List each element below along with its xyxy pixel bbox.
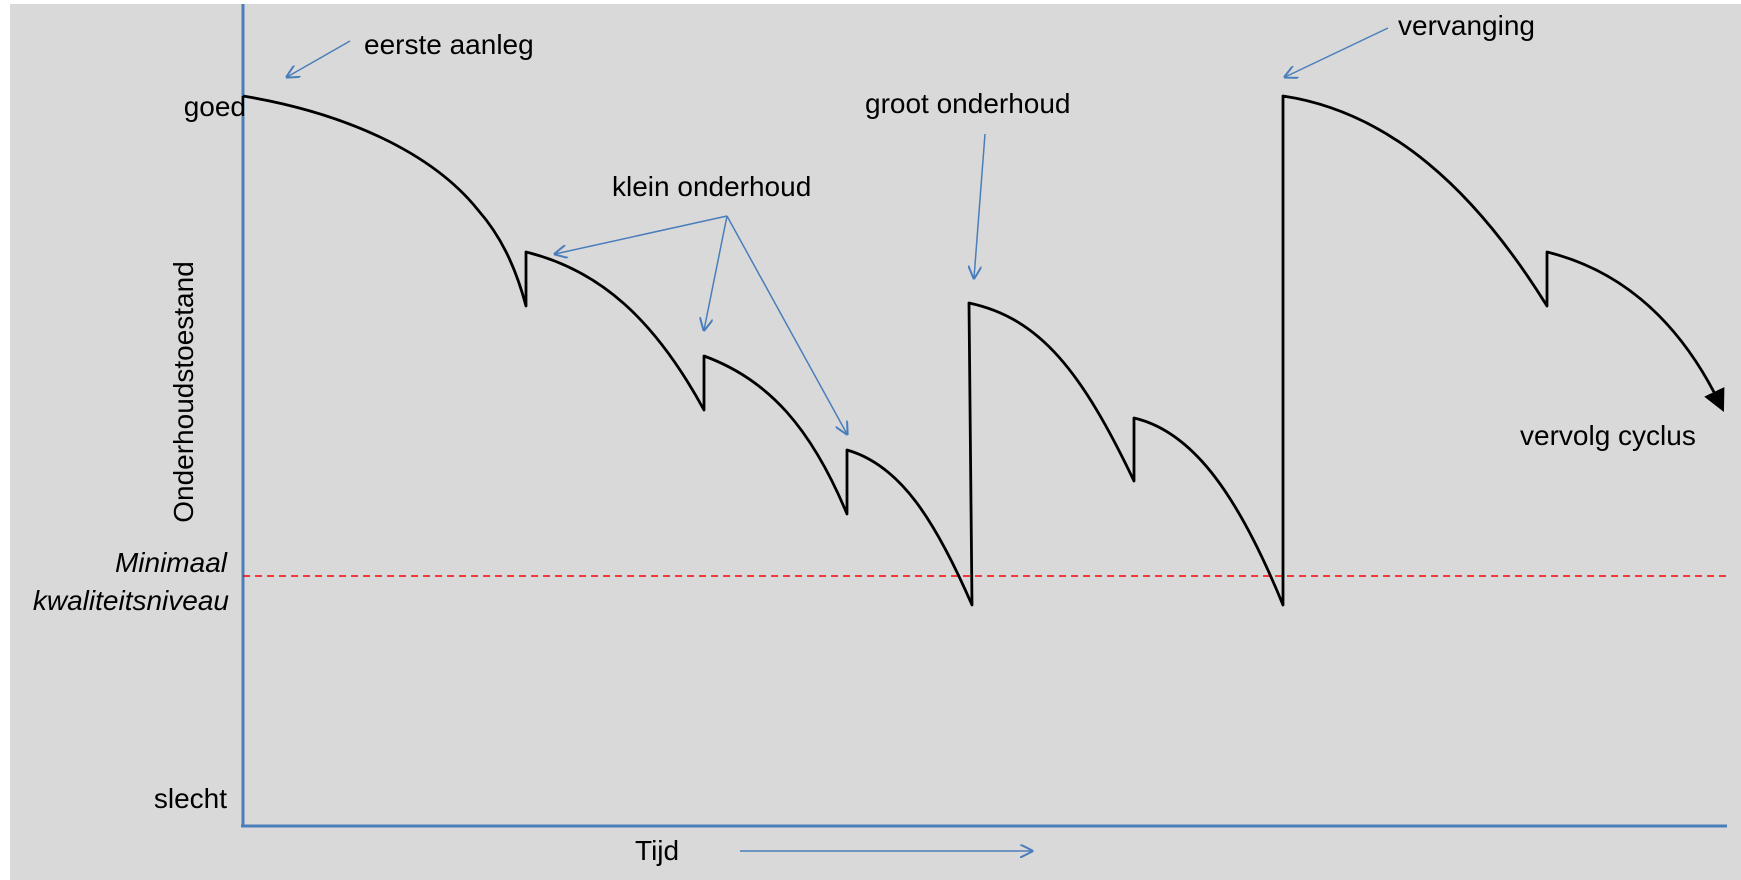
x-axis-title: Tijd: [635, 835, 679, 866]
y-axis-bottom-label: slecht: [154, 783, 227, 814]
condition-curve: [242, 94, 1725, 607]
threshold-label-line1: Minimaal: [115, 547, 228, 578]
arrow-groot-onderhoud: [974, 133, 986, 278]
y-axis-title: Onderhoudstoestand: [168, 261, 199, 523]
annotation-arrows: [287, 27, 1389, 851]
diagram-background: [10, 4, 1741, 880]
arrow-klein-onderhoud-1: [555, 215, 728, 254]
arrow-klein-onderhoud-2: [704, 215, 728, 330]
y-axis-top-label: goed: [184, 91, 246, 122]
arrow-eerste-aanleg: [287, 40, 351, 77]
annotation-groot-onderhoud: groot onderhoud: [865, 88, 1071, 119]
threshold-label-line2: kwaliteitsniveau: [33, 585, 230, 616]
arrow-vervanging: [1285, 27, 1389, 77]
arrow-klein-onderhoud-3: [726, 215, 847, 434]
annotation-vervanging: vervanging: [1398, 10, 1535, 41]
annotation-klein-onderhoud: klein onderhoud: [612, 171, 811, 202]
annotation-vervolg-cyclus: vervolg cyclus: [1520, 420, 1696, 451]
annotation-eerste-aanleg: eerste aanleg: [364, 29, 534, 60]
